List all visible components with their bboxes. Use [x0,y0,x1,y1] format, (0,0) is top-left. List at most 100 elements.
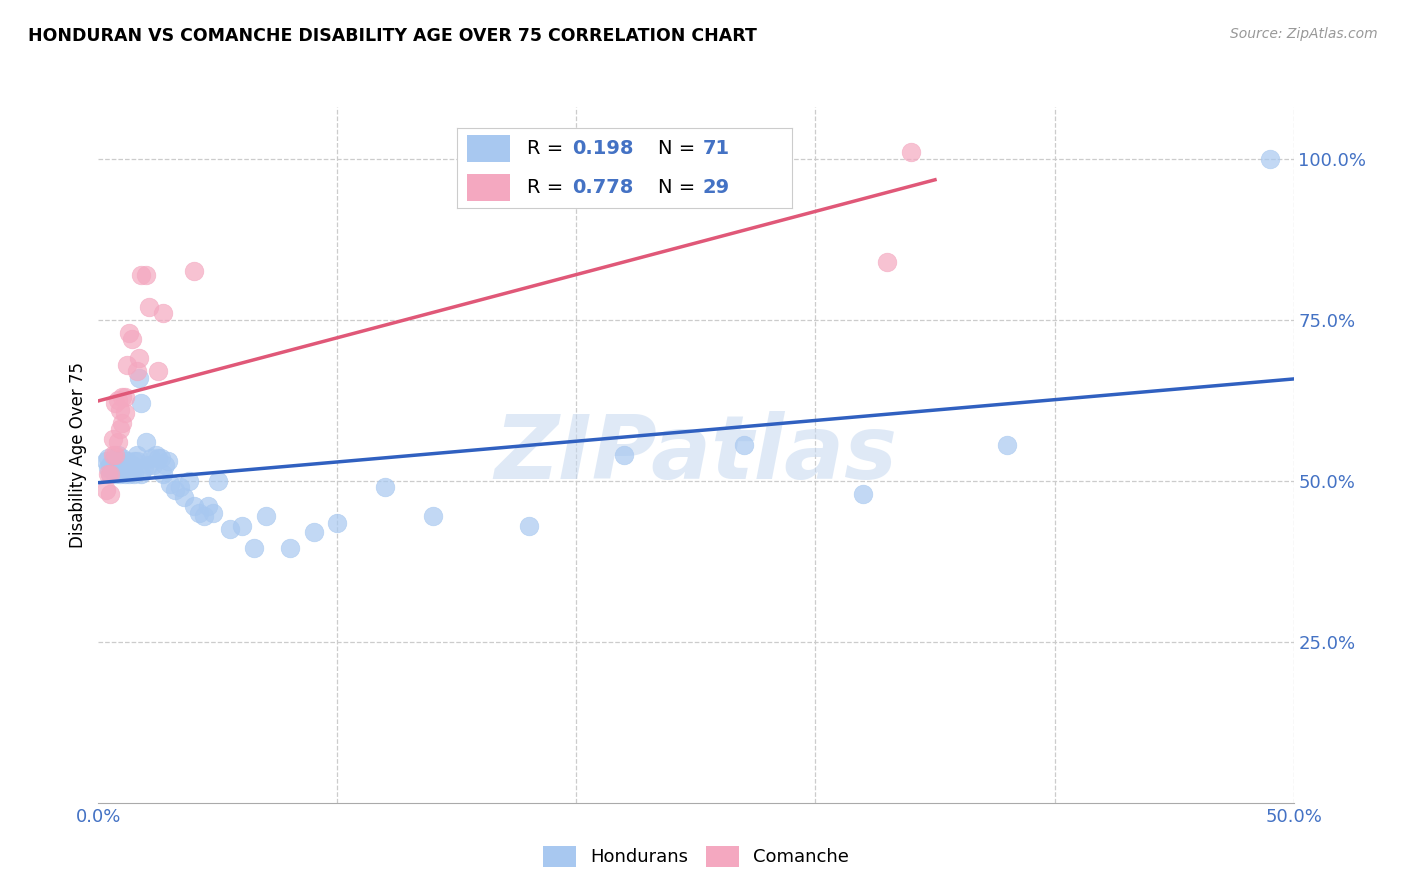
Point [94,483,117,498]
Point [1258,152,1281,166]
Point [111,458,134,472]
Point [148,451,170,466]
Point [131,396,153,410]
Point [243,541,266,556]
Point [121,464,143,478]
Point [148,364,170,378]
Point [197,500,219,514]
Point [97,451,120,466]
Point [97,460,120,475]
Point [187,506,209,520]
Point [135,268,157,282]
Point [114,390,136,404]
Point [613,448,636,462]
Text: R =: R = [527,139,569,158]
Point [733,438,755,452]
Text: Source: ZipAtlas.com: Source: ZipAtlas.com [1230,27,1378,41]
Point [131,268,153,282]
Point [124,467,146,482]
Text: N =: N = [658,178,702,196]
Point [111,416,134,430]
Point [124,454,146,468]
Point [111,451,134,466]
Point [115,358,138,372]
Point [104,458,127,472]
Point [254,509,277,524]
Point [101,432,124,446]
Point [104,448,127,462]
Point [183,500,205,514]
Point [173,490,195,504]
Point [118,326,141,340]
Point [101,448,124,462]
Text: ZIPatlas: ZIPatlas [495,411,897,499]
Text: 29: 29 [703,178,730,196]
Point [111,464,134,478]
Point [121,458,143,472]
Legend: Hondurans, Comanche: Hondurans, Comanche [536,838,856,874]
Point [115,464,138,478]
Point [115,454,138,468]
Text: 0.778: 0.778 [572,178,634,196]
Point [128,351,150,366]
Point [202,506,225,520]
Point [145,448,167,462]
Point [98,486,122,500]
Point [207,474,229,488]
Point [101,464,124,478]
Point [94,454,117,468]
Point [108,402,131,417]
Point [374,480,396,494]
Point [139,451,162,466]
Point [107,393,129,408]
FancyBboxPatch shape [467,174,510,201]
Point [118,467,141,482]
Point [152,467,174,482]
Point [121,332,143,346]
Point [114,460,136,475]
Point [107,454,129,468]
Point [111,390,134,404]
Point [138,300,160,314]
Point [108,460,131,475]
Point [155,458,177,472]
Point [152,306,174,320]
Point [149,451,172,466]
Point [135,435,157,450]
Point [142,458,165,472]
Point [132,460,155,475]
Point [169,480,191,494]
Y-axis label: Disability Age Over 75: Disability Age Over 75 [69,362,87,548]
Text: HONDURAN VS COMANCHE DISABILITY AGE OVER 75 CORRELATION CHART: HONDURAN VS COMANCHE DISABILITY AGE OVER… [28,27,756,45]
Point [98,467,122,482]
Point [517,518,540,533]
Point [179,474,201,488]
Point [852,486,875,500]
Point [107,448,129,462]
Point [422,509,444,524]
Text: R =: R = [527,178,569,196]
Point [900,145,922,160]
Point [156,454,179,468]
Point [98,467,122,482]
Point [876,254,898,268]
Point [125,448,148,462]
Point [183,264,205,278]
Point [278,541,301,556]
Point [326,516,349,530]
Point [125,364,148,378]
Point [302,525,325,540]
Point [108,467,131,482]
FancyBboxPatch shape [467,135,510,162]
Point [159,476,181,491]
Point [131,467,153,482]
Point [108,422,131,436]
Point [97,467,120,482]
Point [104,396,127,410]
Point [114,467,136,482]
Point [108,458,131,472]
Point [104,467,127,482]
Point [193,509,215,524]
Point [104,460,127,475]
Point [231,518,253,533]
